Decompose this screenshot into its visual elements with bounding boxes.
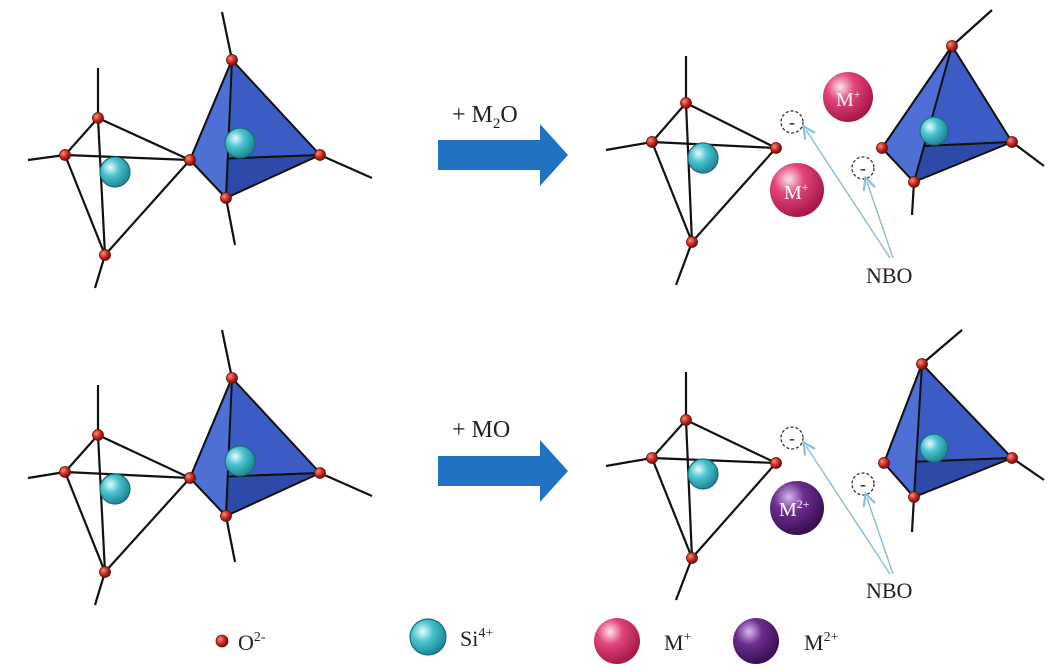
reaction-arrow-1: + M2O [438,102,568,186]
nbo-label: NBO [866,578,912,603]
svg-text:Si4+: Si4+ [460,626,493,651]
depolymerized-network-right: - - M2+ NBO [606,330,1044,603]
legend-item-monovalent: M+ [594,618,692,664]
svg-text:-: - [789,112,795,132]
depolymerized-network-right: - - M+ M+ NBO [606,10,1044,288]
si-ion [920,117,948,145]
modifier-ion: M2+ [770,481,824,535]
reagent-label: + M2O [452,102,518,132]
arrow-shape [438,124,568,186]
svg-text:M2+: M2+ [804,630,839,655]
reaction-row-2: + MO [28,330,1044,605]
svg-text:-: - [789,428,795,448]
nbo-charge: - [781,111,803,133]
corner-sharing-tetrahedra-left [28,12,372,288]
si-ion [920,434,948,462]
svg-text:M+: M+ [664,630,692,655]
si-ion [100,157,130,187]
modifier-ion: M+ [770,163,824,217]
reaction-row-1: + M2O [28,10,1044,288]
nbo-charge: - [852,157,874,179]
si-ion [225,128,255,158]
legend-item-oxygen: O2- [216,630,266,655]
divalent-ion-icon [733,618,779,664]
si-ion [688,143,718,173]
nbo-charge: - [781,427,803,449]
reaction-arrow-2: + MO [438,417,568,502]
legend-item-divalent: M2+ [733,618,839,664]
legend-item-silicon: Si4+ [410,619,493,655]
corner-sharing-tetrahedra-left [28,330,372,605]
si-ion [100,474,130,504]
reagent-label: + MO [452,417,510,443]
modifier-ion: M+ [823,72,873,122]
monovalent-ion-icon [594,618,640,664]
legend: O2- Si4+ M+ M2+ [216,618,839,664]
si-ion [688,459,718,489]
oxygen-icon [216,635,228,647]
nbo-label: NBO [866,263,912,288]
si-ion [225,446,255,476]
nbo-charge: - [852,473,874,495]
svg-text:-: - [860,474,866,494]
arrow-shape [438,440,568,502]
svg-text:-: - [860,158,866,178]
svg-text:O2-: O2- [238,630,266,655]
silicon-icon [410,619,446,655]
